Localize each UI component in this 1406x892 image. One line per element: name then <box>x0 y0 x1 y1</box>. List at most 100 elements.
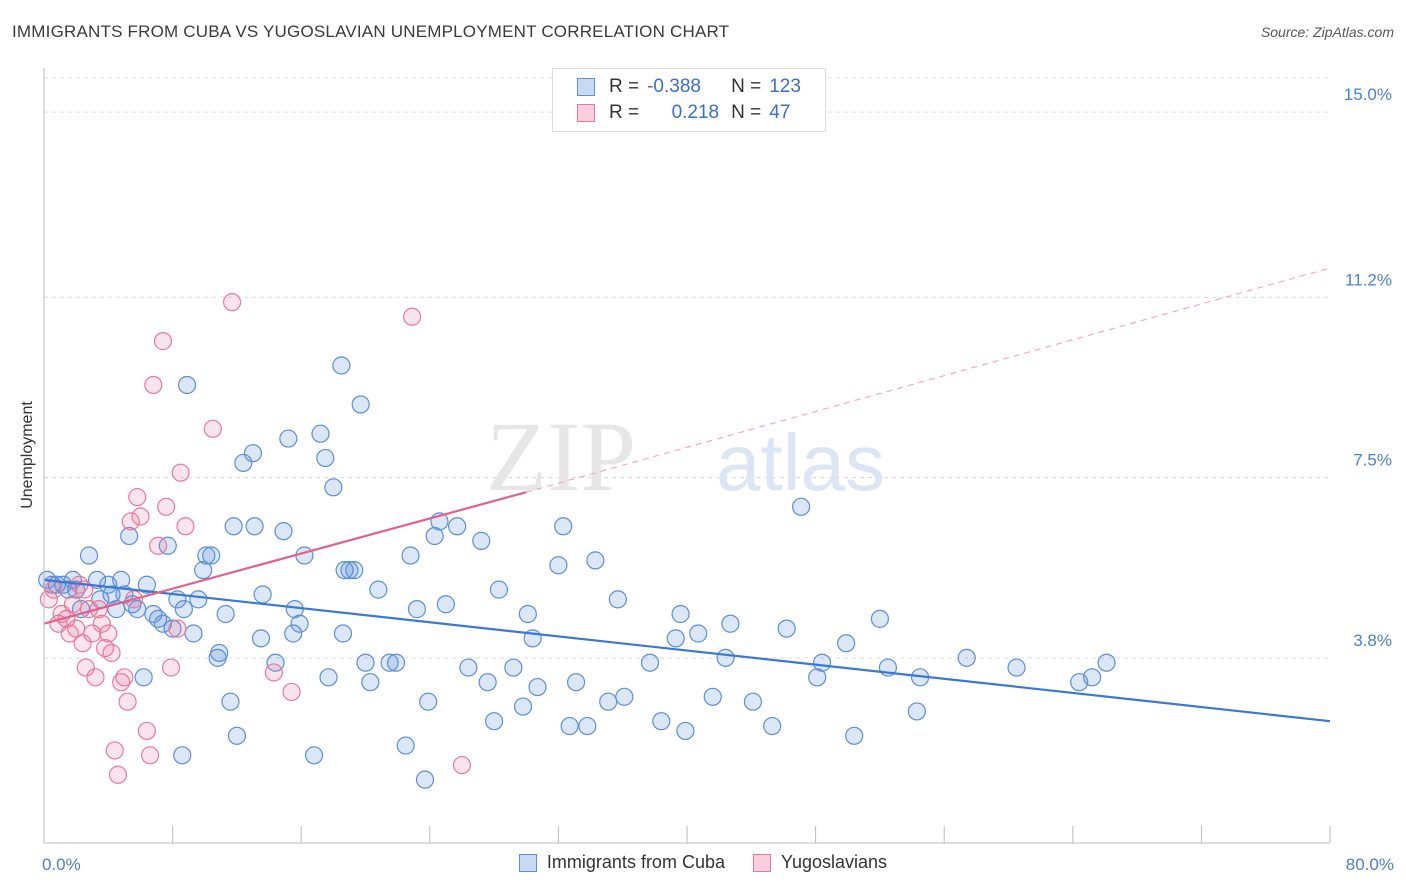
legend-swatch-yugoslavians <box>752 853 771 872</box>
data-point <box>721 614 740 633</box>
data-point <box>1097 653 1116 672</box>
data-point <box>652 712 671 731</box>
legend-r-label: R = <box>609 102 640 123</box>
data-point <box>907 702 926 721</box>
data-point <box>345 561 364 580</box>
series-yugoslavians <box>39 293 472 784</box>
data-point <box>274 522 293 541</box>
trend-layer <box>43 267 1331 723</box>
data-point <box>812 653 832 672</box>
y-tick-label: 7.5% <box>1353 451 1392 470</box>
data-point <box>513 697 533 716</box>
data-point <box>174 600 193 619</box>
data-point <box>560 716 579 736</box>
data-point <box>324 478 343 497</box>
data-point <box>234 453 253 473</box>
data-point <box>666 629 685 648</box>
y-tick-label: 3.8% <box>1353 631 1392 650</box>
legend-item-yugoslavians[interactable]: Yugoslavians <box>752 852 887 873</box>
trend-line-yugoslavians-extension <box>526 267 1331 493</box>
data-point <box>245 517 264 536</box>
data-point <box>210 643 229 663</box>
data-point <box>586 551 605 570</box>
data-point <box>689 624 708 643</box>
data-point <box>131 507 150 526</box>
data-point <box>73 634 92 653</box>
watermark-atlas: atlas <box>716 418 885 507</box>
data-point <box>44 580 63 599</box>
data-point <box>676 721 695 741</box>
data-point <box>489 580 509 599</box>
data-point <box>140 746 160 765</box>
chart-title: IMMIGRANTS FROM CUBA VS YUGOSLAVIAN UNEM… <box>12 22 730 41</box>
data-point <box>115 668 134 687</box>
data-point <box>197 546 216 565</box>
data-point <box>566 673 586 692</box>
data-point <box>63 595 83 614</box>
data-point <box>599 692 618 711</box>
legend-n-value: 47 <box>769 102 791 123</box>
data-point <box>419 692 438 711</box>
legend-r-value: 0.218 <box>671 102 720 123</box>
data-point <box>290 614 309 633</box>
data-point <box>518 604 537 624</box>
data-point <box>335 561 354 580</box>
data-point <box>163 619 182 638</box>
data-point <box>743 692 763 711</box>
data-point <box>144 375 163 395</box>
data-point <box>403 307 422 326</box>
y-tick-label: 15.0% <box>1344 85 1392 104</box>
data-point <box>792 497 811 516</box>
data-point <box>253 585 272 604</box>
data-point <box>356 653 375 672</box>
data-point <box>472 531 491 550</box>
points-layer <box>38 293 1116 789</box>
data-point <box>153 614 173 633</box>
data-point <box>870 609 890 628</box>
data-point <box>369 580 388 599</box>
data-point <box>189 590 208 609</box>
data-point <box>763 716 782 736</box>
data-point <box>615 687 634 706</box>
data-point <box>504 658 523 677</box>
legend-row-cuba: R = -0.388 N = 123 <box>577 75 801 99</box>
data-point <box>222 293 242 312</box>
data-point <box>282 682 301 702</box>
data-point <box>448 517 467 536</box>
data-point <box>102 643 121 663</box>
data-point <box>777 619 796 638</box>
data-point <box>224 517 243 536</box>
data-point <box>149 536 168 555</box>
stats-legend: R = -0.388 N = 123 R = 0.218 N = 47 <box>552 68 826 132</box>
watermark: ZIP atlas <box>486 401 885 512</box>
data-point <box>243 444 263 463</box>
data-point <box>295 546 314 565</box>
data-point <box>528 677 547 697</box>
data-point <box>340 561 359 580</box>
y-tick-label: 11.2% <box>1345 270 1392 289</box>
data-point <box>177 375 197 395</box>
legend-n-value: 123 <box>769 76 801 97</box>
data-point <box>83 624 102 643</box>
data-point <box>304 746 324 765</box>
data-point <box>171 463 190 482</box>
data-point <box>112 673 131 692</box>
data-point <box>333 624 353 643</box>
data-point <box>452 755 472 775</box>
data-point <box>837 634 856 653</box>
data-point <box>485 712 504 731</box>
data-point <box>845 726 864 745</box>
data-point <box>120 526 139 546</box>
data-point <box>957 648 976 667</box>
data-point <box>436 595 455 614</box>
data-point <box>578 716 597 736</box>
data-point <box>264 663 283 682</box>
data-point <box>194 561 213 580</box>
data-point <box>549 556 568 575</box>
data-point <box>284 624 303 643</box>
legend-item-cuba[interactable]: Immigrants from Cuba <box>518 852 725 873</box>
data-point <box>380 653 399 672</box>
data-point <box>361 673 380 692</box>
data-point <box>92 614 111 633</box>
